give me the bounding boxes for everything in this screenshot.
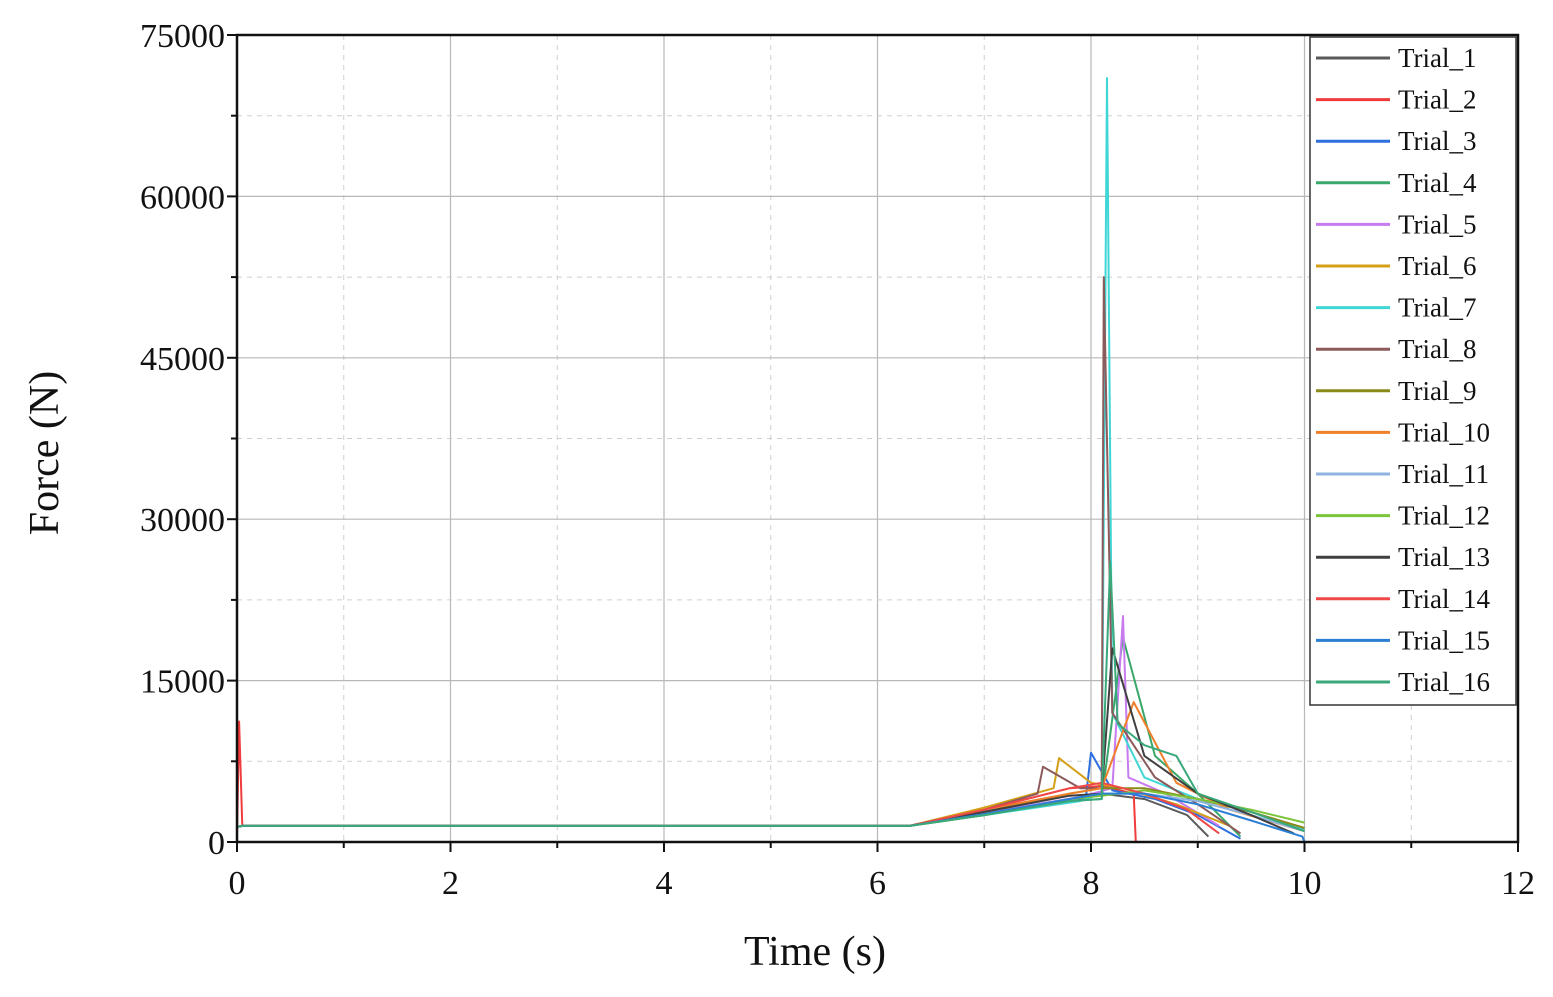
x-tick-label: 6	[869, 865, 886, 902]
x-axis-title: Time (s)	[744, 929, 886, 975]
y-axis-title: Force (N)	[22, 371, 68, 535]
legend-label: Trial_4	[1398, 168, 1477, 198]
legend-label: Trial_9	[1398, 376, 1477, 406]
x-tick-label: 4	[656, 865, 673, 902]
x-tick-label: 2	[442, 865, 459, 902]
x-tick-label: 8	[1083, 865, 1100, 902]
legend-label: Trial_13	[1398, 542, 1490, 572]
axis-ticks: 0 2 4 6 8 10 12 0 15000 30000 45000 60000 75000	[140, 18, 1535, 902]
y-tick-label: 60000	[140, 179, 225, 216]
legend: Trial_1 Trial_2 Trial_3 Trial_4 Trial_5 Trial…	[1309, 36, 1517, 706]
legend-label: Trial_1	[1398, 43, 1477, 73]
y-tick-label: 45000	[140, 341, 225, 378]
x-tick-label: 12	[1501, 865, 1535, 902]
legend-label: Trial_7	[1398, 293, 1477, 323]
legend-label: Trial_14	[1398, 584, 1491, 614]
y-tick-label: 30000	[140, 502, 225, 539]
y-tick-label: 15000	[140, 664, 225, 701]
legend-label: Trial_11	[1398, 459, 1489, 489]
legend-label: Trial_5	[1398, 209, 1477, 239]
y-tick-label: 0	[208, 825, 225, 862]
series-lines	[236, 77, 1306, 843]
legend-label: Trial_12	[1398, 501, 1490, 531]
x-tick-label: 0	[229, 865, 246, 902]
legend-label: Trial_2	[1398, 85, 1477, 115]
x-tick-label: 10	[1288, 865, 1322, 902]
y-tick-label: 75000	[140, 18, 225, 55]
legend-box	[1309, 36, 1517, 706]
series-line-trial-16	[236, 561, 1305, 833]
legend-label: Trial_16	[1398, 667, 1490, 697]
legend-label: Trial_10	[1398, 417, 1490, 447]
legend-label: Trial_6	[1398, 251, 1477, 281]
legend-label: Trial_3	[1398, 126, 1477, 156]
legend-label: Trial_15	[1398, 625, 1490, 655]
legend-label: Trial_8	[1398, 334, 1477, 364]
